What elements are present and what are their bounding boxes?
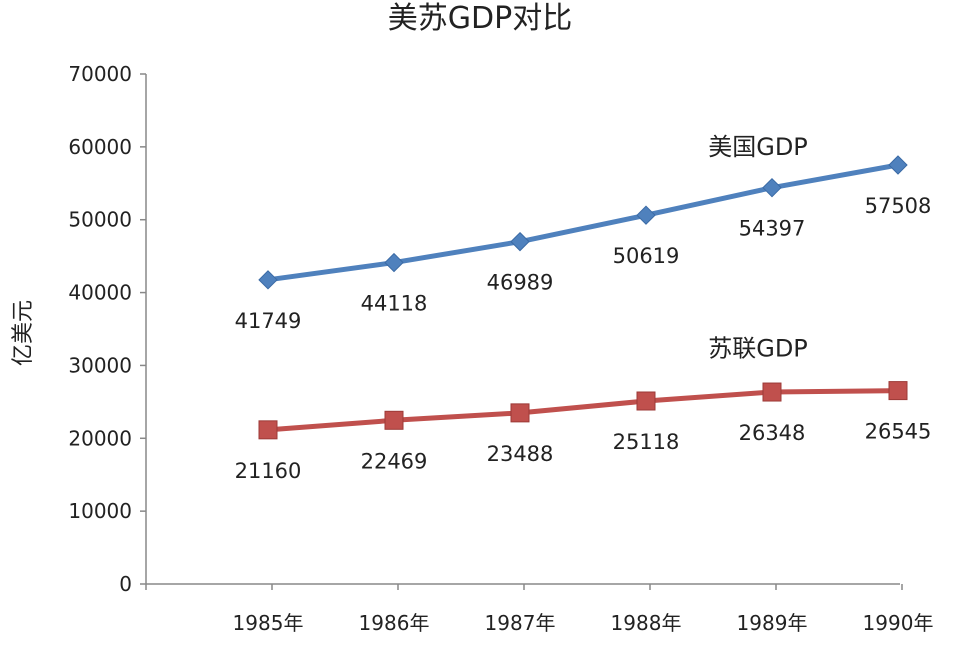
series-name-label: 美国GDP xyxy=(708,133,808,161)
axes-layer: 0 10000 20000 30000 40000 50000 60000 70000 1985… xyxy=(68,62,933,635)
y-tick-label: 40000 xyxy=(68,281,132,305)
y-tick-label: 20000 xyxy=(68,426,132,450)
data-point-marker xyxy=(888,155,908,175)
series-line-ussr xyxy=(267,388,899,433)
y-tick-label: 30000 xyxy=(68,353,132,377)
y-tick-label: 10000 xyxy=(68,499,132,523)
data-label: 41749 xyxy=(235,309,302,333)
data-point-marker xyxy=(510,403,530,423)
data-point-marker xyxy=(510,231,530,252)
x-tick-label: 1990年 xyxy=(863,611,934,635)
data-point-marker xyxy=(384,252,404,273)
data-label: 26348 xyxy=(739,421,806,445)
data-point-marker xyxy=(384,410,404,430)
y-tick-label: 60000 xyxy=(68,135,132,159)
data-point-marker xyxy=(636,391,656,411)
data-point-marker xyxy=(762,177,782,198)
y-tick-label: 70000 xyxy=(68,62,132,86)
x-tick-label: 1989年 xyxy=(737,611,808,635)
data-label: 25118 xyxy=(613,430,680,454)
data-label: 22469 xyxy=(361,449,428,473)
data-label: 54397 xyxy=(739,217,806,241)
x-tick-label: 1986年 xyxy=(359,611,430,635)
data-label: 44118 xyxy=(361,292,428,316)
series-line-usa xyxy=(267,162,899,283)
x-tick-label: 1985年 xyxy=(233,611,304,635)
y-tick-label: 50000 xyxy=(68,208,132,232)
data-point-marker xyxy=(636,205,656,225)
data-point-marker xyxy=(888,381,908,401)
data-label: 23488 xyxy=(487,442,554,466)
data-label: 50619 xyxy=(613,244,680,268)
labels-layer: 41749 44118 46989 50619 54397 57508 美国GDP 21160… xyxy=(235,133,932,483)
chart-title: 美苏GDP对比 xyxy=(388,1,572,36)
x-tick-label: 1987年 xyxy=(485,611,556,635)
data-label: 26545 xyxy=(865,420,932,444)
data-point-marker xyxy=(762,382,782,402)
data-point-marker xyxy=(258,270,278,290)
x-tick-label: 1988年 xyxy=(611,611,682,635)
y-tick-label: 0 xyxy=(119,572,132,596)
data-label: 21160 xyxy=(235,459,302,483)
data-label: 46989 xyxy=(487,271,554,295)
y-axis-label: 亿美元 xyxy=(11,300,36,366)
series-layer xyxy=(258,155,908,440)
series-name-label: 苏联GDP xyxy=(708,335,808,363)
data-point-marker xyxy=(258,420,278,440)
data-label: 57508 xyxy=(865,194,932,218)
